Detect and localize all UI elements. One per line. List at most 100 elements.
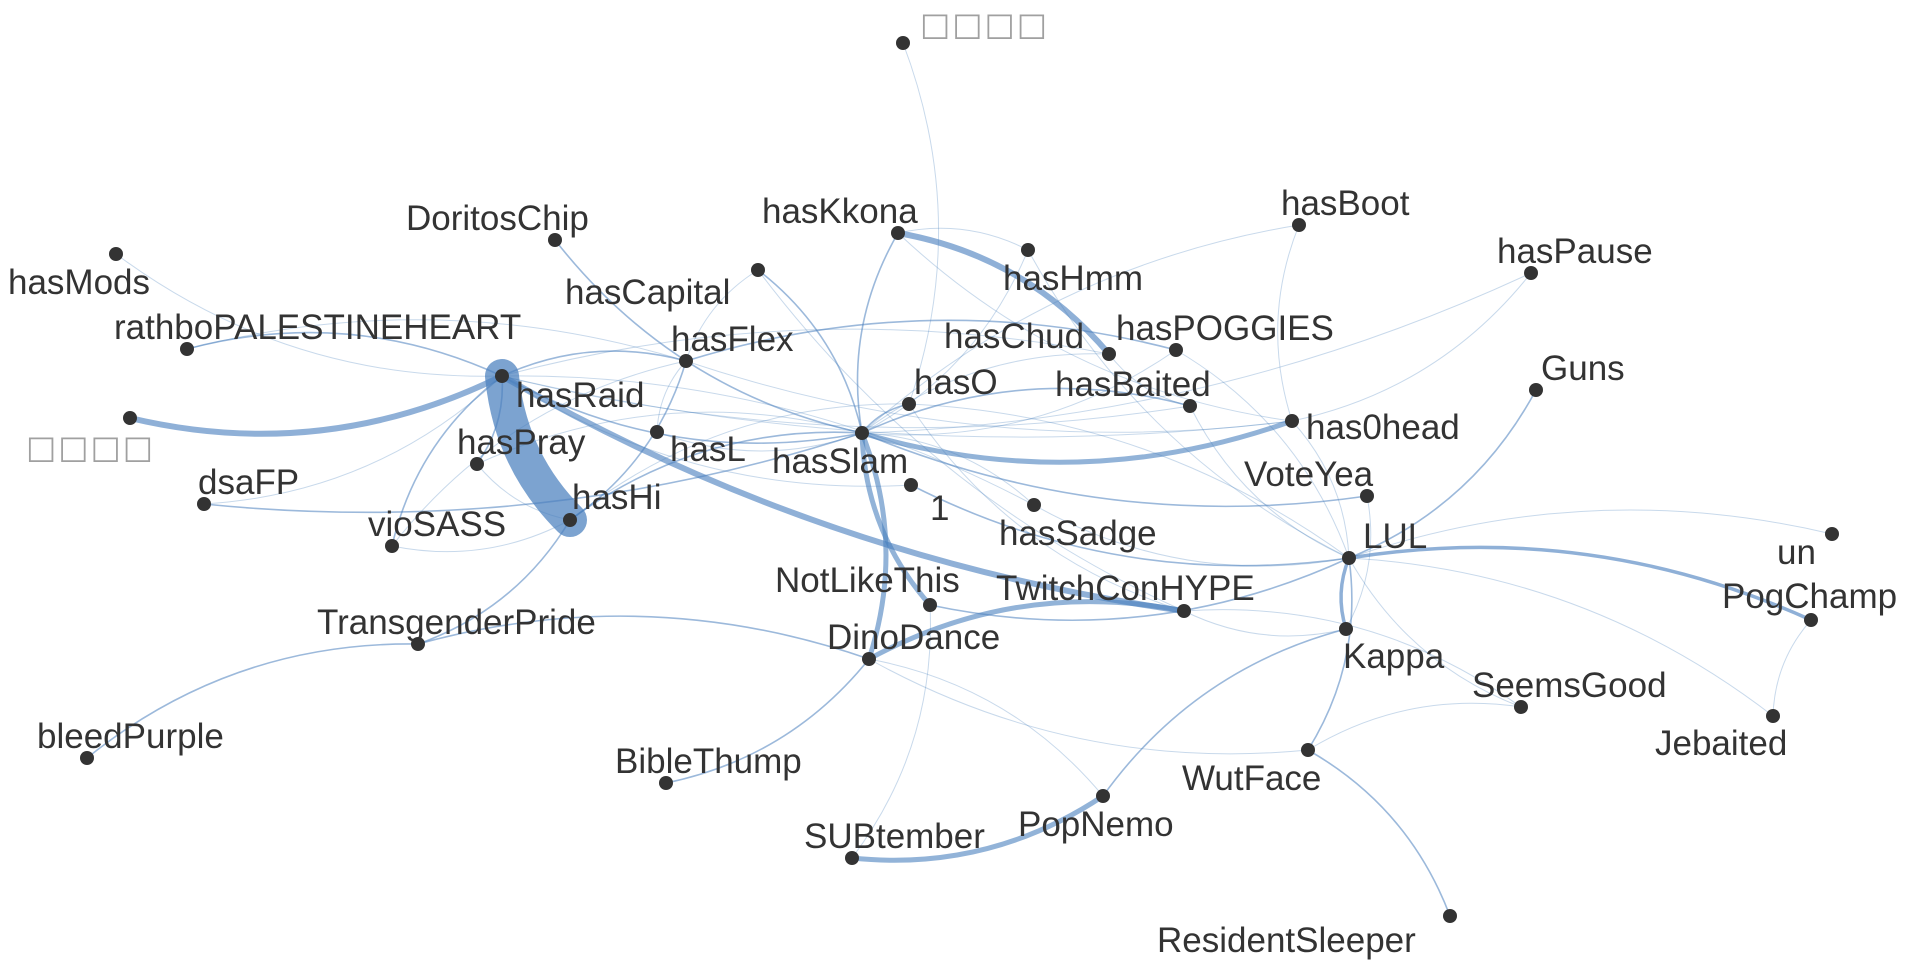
- node-label-TwitchConHYPE: TwitchConHYPE: [996, 569, 1255, 608]
- node-rathbo[interactable]: [180, 342, 194, 356]
- node-hasSlam[interactable]: [855, 426, 869, 440]
- edge-hasSlam-hasHmm: [861, 249, 1029, 434]
- edge-hasKkona-has0head: [897, 232, 1293, 422]
- node-dsaFP[interactable]: [197, 497, 211, 511]
- node-VoteYea[interactable]: [1360, 489, 1374, 503]
- edge-hasRaid-hasSlam: [501, 375, 863, 444]
- edge-NotLikeThis-LUL: [929, 557, 1350, 622]
- edge-hasRaid-rathbo: [186, 331, 503, 377]
- node-BibleThump[interactable]: [659, 776, 673, 790]
- node-hasKkona[interactable]: [891, 226, 905, 240]
- node-label-DoritosChip: DoritosChip: [406, 199, 589, 238]
- node-Guns[interactable]: [1529, 383, 1543, 397]
- node-label-hasPray: hasPray: [457, 423, 586, 462]
- node-hasBoot[interactable]: [1292, 218, 1306, 232]
- node-hasRaid[interactable]: [495, 369, 509, 383]
- edge-hasHi-hasSlam: [569, 431, 863, 521]
- node-label-n_top: □□□□: [920, 5, 1049, 43]
- node-label-VoteYea: VoteYea: [1244, 455, 1374, 494]
- node-TwitchConHYPE[interactable]: [1177, 604, 1191, 618]
- edge-hasL-hasFlex: [656, 360, 687, 433]
- node-TransgenderPride[interactable]: [411, 637, 425, 651]
- edge-hasSlam-hasSadge: [861, 432, 1035, 506]
- edge-hasO-LUL: [908, 403, 1350, 559]
- edge-DinoDance-PopNemo: [868, 658, 1104, 797]
- edge-hasCapital-TwitchConHYPE: [757, 269, 1185, 612]
- edge-SUBtember-PopNemo: [849, 793, 1106, 863]
- edge-hasBaited-LUL: [1189, 405, 1350, 559]
- edge-hasRaid-has0head: [501, 375, 1293, 438]
- node-has0head[interactable]: [1285, 414, 1299, 428]
- edge-hasChud-hasBaited: [1108, 353, 1191, 407]
- edge-TwitchConHYPE-SeemsGood: [1183, 609, 1522, 708]
- node-label-TransgenderPride: TransgenderPride: [317, 603, 596, 642]
- node-hasHmm[interactable]: [1021, 243, 1035, 257]
- node-hasMods[interactable]: [109, 247, 123, 261]
- edge-rathbo-hasFlex: [186, 319, 687, 362]
- node-LUL[interactable]: [1342, 551, 1356, 565]
- edge-hasRaid-hasSadge: [501, 375, 1035, 506]
- node-PopNemo[interactable]: [1096, 789, 1110, 803]
- node-label-hasHmm: hasHmm: [1003, 259, 1143, 298]
- edge-WutFace-SeemsGood: [1307, 702, 1522, 751]
- node-hasBaited[interactable]: [1183, 399, 1197, 413]
- node-hasL[interactable]: [650, 425, 664, 439]
- edge-hasRaid-hasHi: [485, 359, 587, 537]
- node-label-hasRaid: hasRaid: [516, 376, 644, 415]
- node-hasPOGGIES[interactable]: [1169, 343, 1183, 357]
- node-hasFlex[interactable]: [679, 354, 693, 368]
- node-hasPray[interactable]: [470, 457, 484, 471]
- node-label-one: 1: [930, 489, 949, 528]
- node-hasPause[interactable]: [1524, 266, 1538, 280]
- node-hasO[interactable]: [902, 397, 916, 411]
- node-WutFace[interactable]: [1301, 743, 1315, 757]
- node-vioSASS[interactable]: [385, 539, 399, 553]
- node-label-hasPause: hasPause: [1497, 232, 1653, 271]
- edge-hasSlam-hasBaited: [861, 387, 1191, 434]
- node-label-SeemsGood: SeemsGood: [1472, 666, 1667, 705]
- node-label-bleedPurple: bleedPurple: [37, 717, 224, 756]
- node-hasChud[interactable]: [1102, 347, 1116, 361]
- node-Jebaited[interactable]: [1766, 709, 1780, 723]
- edge-hasL-hasSlam: [656, 431, 863, 452]
- edge-hasHi-vioSASS: [391, 519, 571, 553]
- labels-layer: □□□□ □□□□ hasKkona hasBoot hasPause DoritosCh…: [8, 5, 1897, 960]
- node-label-PogChamp: PogChamp: [1722, 577, 1897, 616]
- edge-LUL-un: [1348, 509, 1833, 559]
- node-SUBtember[interactable]: [845, 851, 859, 865]
- node-one[interactable]: [904, 478, 918, 492]
- node-Kappa[interactable]: [1339, 622, 1353, 636]
- nodes-layer: [80, 36, 1839, 923]
- node-bleedPurple[interactable]: [80, 751, 94, 765]
- node-n_top[interactable]: [896, 36, 910, 50]
- node-DoritosChip[interactable]: [548, 233, 562, 247]
- node-PogChamp[interactable]: [1804, 613, 1818, 627]
- node-hasCapital[interactable]: [751, 263, 765, 277]
- edge-hasHi-TransgenderPride: [417, 519, 571, 645]
- node-NotLikeThis[interactable]: [923, 598, 937, 612]
- edge-DinoDance-BibleThump: [665, 658, 870, 784]
- node-n_left[interactable]: [123, 411, 137, 425]
- edge-DinoDance-WutFace: [868, 658, 1309, 755]
- node-DinoDance[interactable]: [862, 652, 876, 666]
- edge-hasRaid-hasPray: [476, 375, 504, 465]
- edge-hasKkona-hasHmm: [897, 227, 1029, 251]
- node-SeemsGood[interactable]: [1514, 700, 1528, 714]
- node-hasHi[interactable]: [563, 513, 577, 527]
- edge-one-LUL: [910, 484, 1350, 567]
- node-label-hasSlam: hasSlam: [772, 442, 908, 481]
- edge-hasSlam-hasCapital: [757, 269, 863, 434]
- node-hasSadge[interactable]: [1027, 498, 1041, 512]
- node-label-DinoDance: DinoDance: [827, 618, 1000, 657]
- edge-hasRaid-TwitchConHYPE: [499, 373, 1187, 614]
- edge-hasRaid-one: [501, 375, 912, 487]
- edge-hasFlex-hasCapital: [685, 269, 759, 362]
- node-label-SUBtember: SUBtember: [804, 817, 985, 856]
- edge-hasPOGGIES-LUL: [1175, 349, 1350, 559]
- edge-hasSlam-hasPause: [861, 272, 1532, 434]
- node-ResidentSleeper[interactable]: [1443, 909, 1457, 923]
- edge-hasSlam-hasPOGGIES: [861, 349, 1177, 436]
- node-un[interactable]: [1825, 527, 1839, 541]
- edge-hasPause-has0head: [1291, 272, 1532, 422]
